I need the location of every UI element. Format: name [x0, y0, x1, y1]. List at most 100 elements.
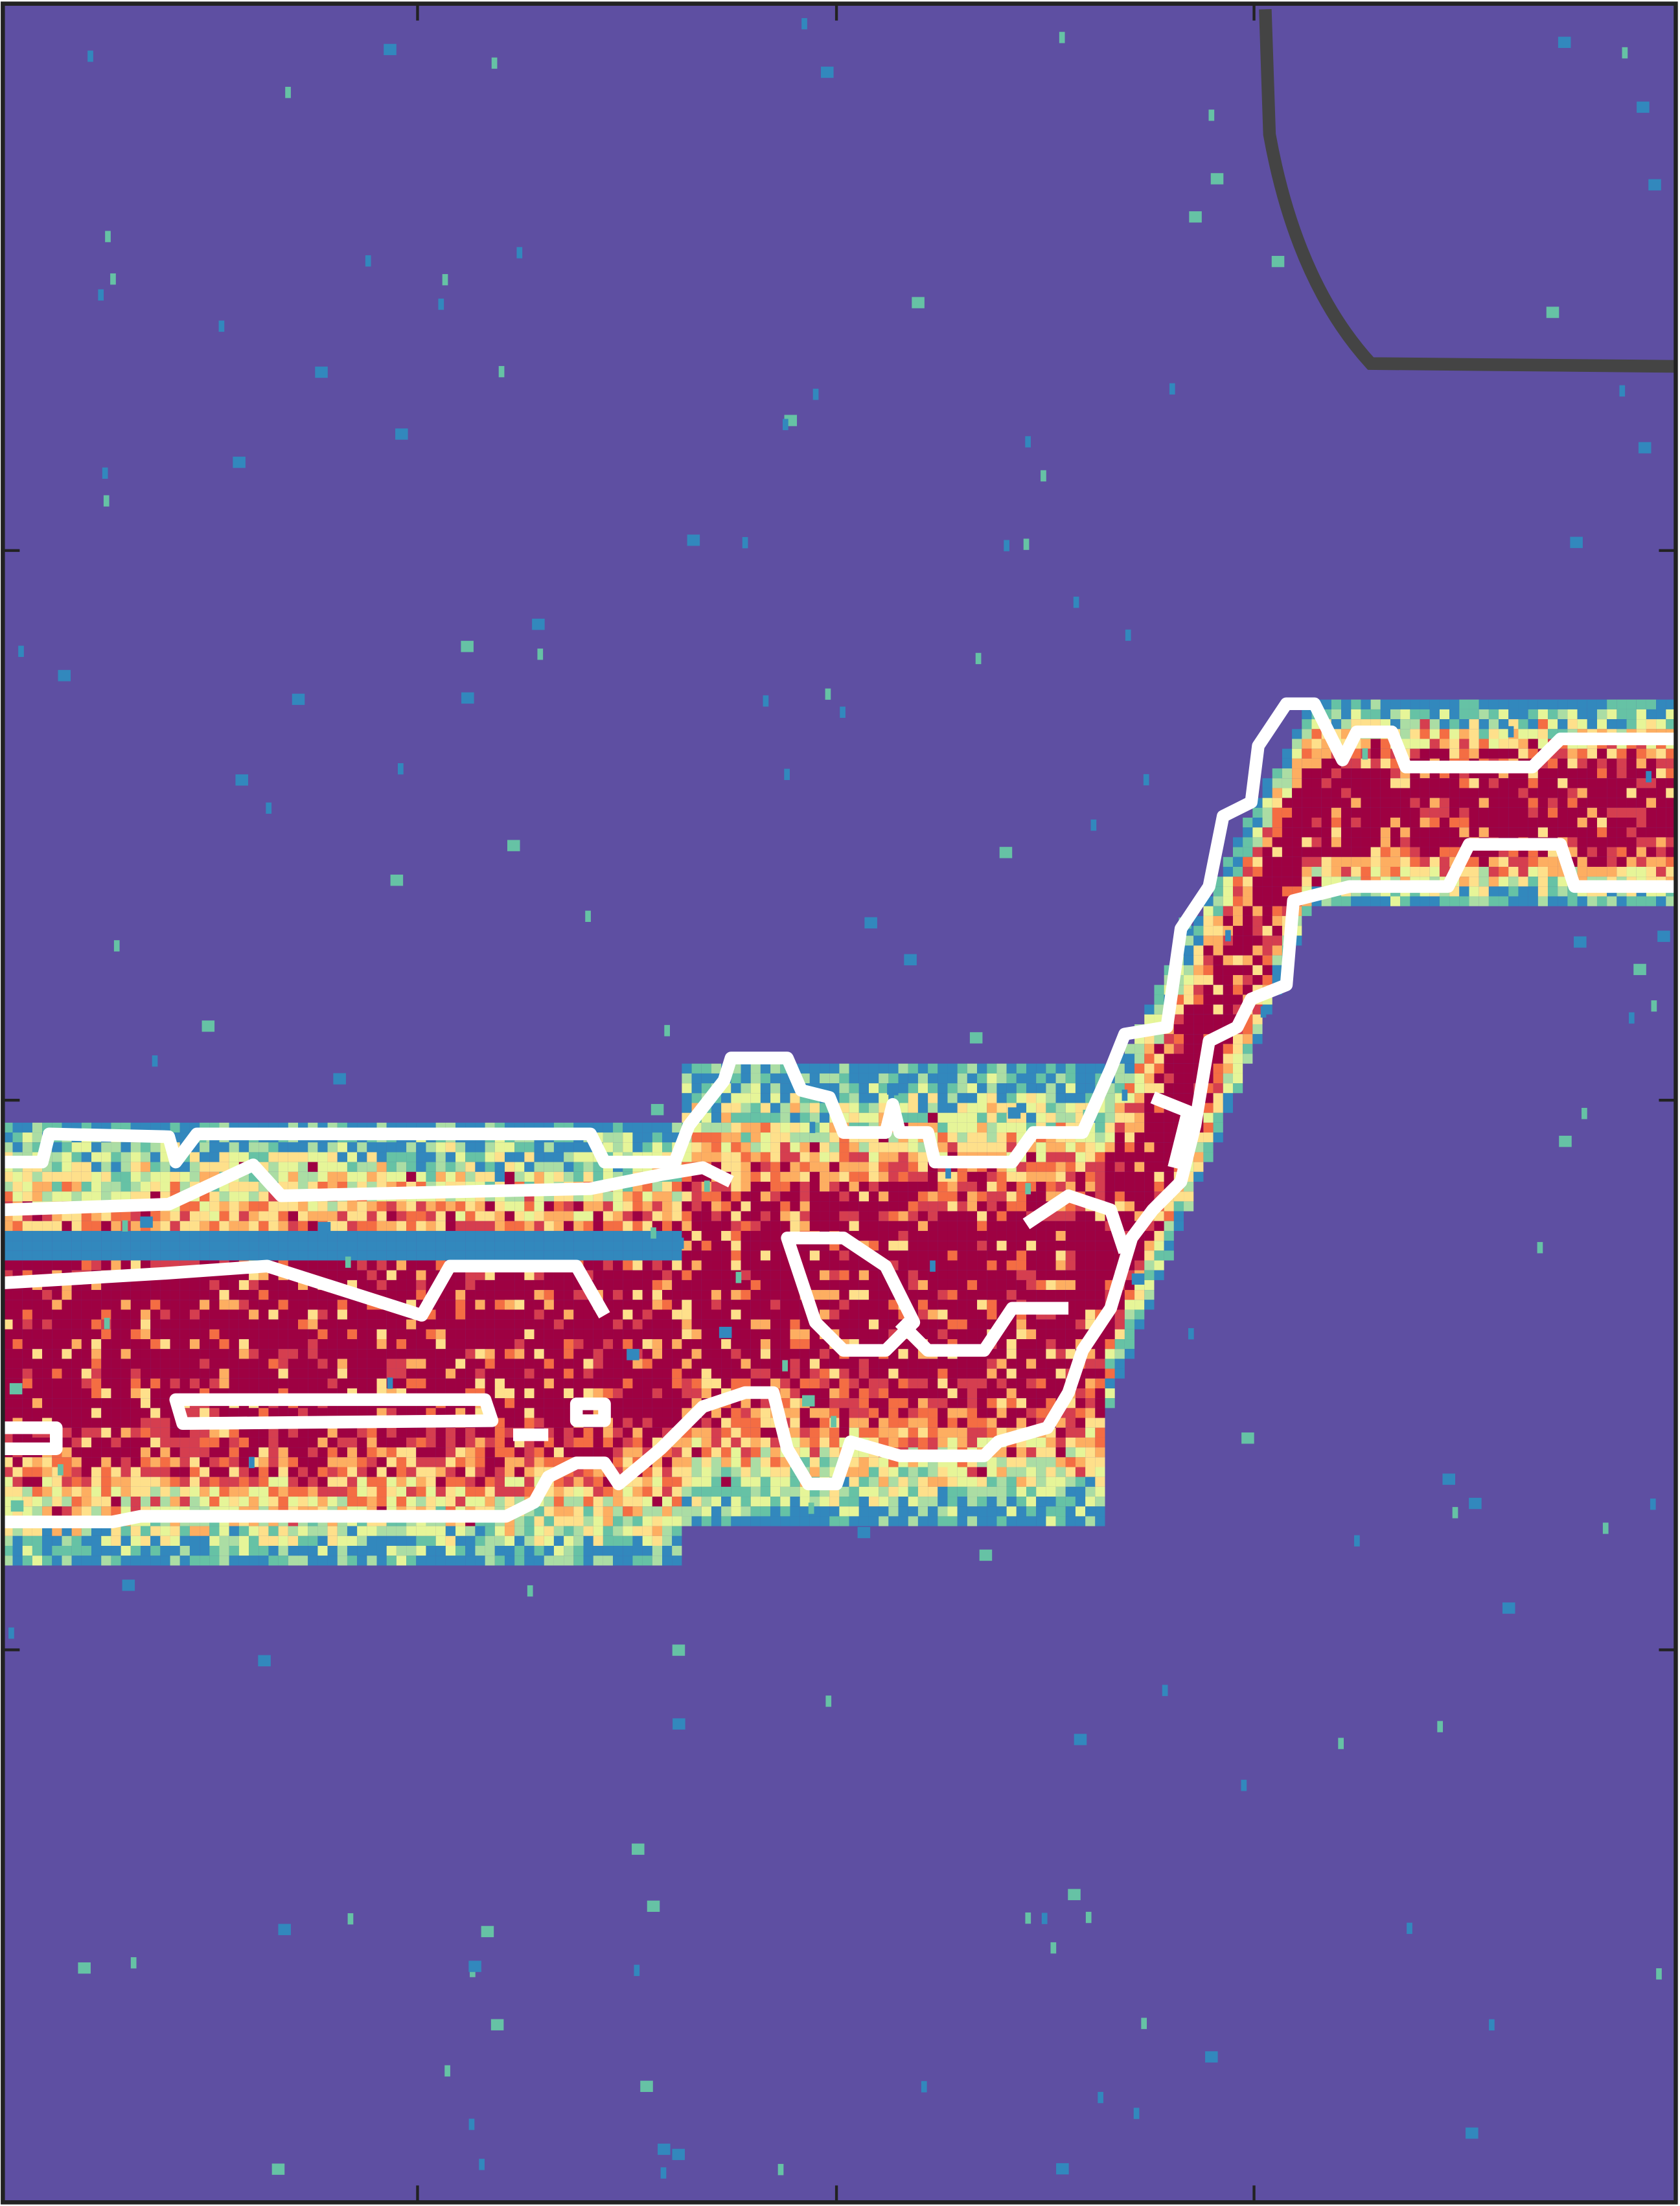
- cell: [868, 1162, 879, 1172]
- cell: [593, 1497, 603, 1507]
- cell: [101, 1467, 111, 1477]
- cell: [3, 1142, 13, 1153]
- cell: [1006, 1497, 1017, 1507]
- cell: [101, 1211, 111, 1221]
- cell: [770, 1457, 781, 1467]
- cell: [701, 1457, 711, 1467]
- cell: [682, 1260, 692, 1270]
- cell: [573, 1230, 584, 1241]
- cell: [150, 1427, 161, 1438]
- cell: [189, 1359, 200, 1369]
- cell: [91, 1250, 102, 1261]
- cell: [800, 1339, 810, 1350]
- cell: [917, 1437, 928, 1448]
- cell: [485, 1339, 495, 1350]
- cell: [770, 1270, 781, 1280]
- cell: [721, 1132, 731, 1143]
- cell: [957, 1211, 967, 1221]
- cell: [189, 1290, 200, 1300]
- cell: [101, 1309, 111, 1320]
- cell: [150, 1359, 161, 1369]
- cell: [179, 1476, 190, 1487]
- cell: [593, 1270, 603, 1280]
- cell: [189, 1447, 200, 1458]
- cell: [219, 1152, 229, 1162]
- cell: [32, 1290, 43, 1300]
- cell: [632, 1546, 643, 1556]
- cell: [760, 1359, 771, 1369]
- cell: [879, 1191, 889, 1202]
- cell: [711, 1447, 722, 1458]
- cell: [426, 1359, 436, 1369]
- cell: [741, 1437, 751, 1448]
- cell: [928, 1250, 938, 1261]
- cell: [553, 1526, 564, 1536]
- cell: [32, 1378, 43, 1388]
- cell: [376, 1497, 387, 1507]
- cell: [3, 1260, 13, 1270]
- cell: [770, 1290, 781, 1300]
- cell: [829, 1388, 840, 1399]
- cell: [701, 1241, 711, 1251]
- cell: [711, 1280, 722, 1291]
- cell: [898, 1398, 908, 1408]
- cell: [101, 1162, 111, 1172]
- cell: [130, 1221, 141, 1231]
- cell: [917, 1486, 928, 1497]
- cell: [249, 1142, 259, 1153]
- cell: [917, 1408, 928, 1418]
- cell: [1006, 1182, 1017, 1192]
- cell: [62, 1221, 72, 1231]
- cell: [268, 1437, 279, 1448]
- cell: [288, 1486, 299, 1497]
- cell: [71, 1418, 82, 1428]
- cell: [800, 1437, 810, 1448]
- cell: [367, 1329, 377, 1340]
- cell: [977, 1368, 987, 1379]
- cell: [858, 1309, 869, 1320]
- cell: [662, 1546, 673, 1556]
- cell: [672, 1467, 682, 1477]
- cell: [967, 1063, 978, 1074]
- cell: [200, 1339, 210, 1350]
- cell: [701, 1329, 711, 1340]
- cell: [485, 1526, 495, 1536]
- cell: [809, 1378, 820, 1388]
- cell: [268, 1300, 279, 1310]
- cell: [71, 1378, 82, 1388]
- cell: [839, 1142, 849, 1153]
- cell: [189, 1486, 200, 1497]
- cell: [140, 1260, 151, 1270]
- cell: [219, 1201, 229, 1212]
- cell: [150, 1349, 161, 1359]
- cell: [780, 1201, 790, 1212]
- cell: [170, 1546, 180, 1556]
- cell: [987, 1250, 997, 1261]
- cell: [917, 1073, 928, 1084]
- cell: [396, 1486, 407, 1497]
- cell: [298, 1300, 308, 1310]
- cell: [504, 1339, 515, 1350]
- cell: [642, 1398, 652, 1408]
- cell: [91, 1437, 102, 1448]
- cell: [544, 1241, 554, 1251]
- cell: [573, 1437, 584, 1448]
- cell: [426, 1260, 436, 1270]
- cell: [1065, 1427, 1076, 1438]
- cell: [298, 1329, 308, 1340]
- cell: [642, 1260, 652, 1270]
- cell: [544, 1250, 554, 1261]
- cell: [868, 1476, 879, 1487]
- cell: [435, 1437, 446, 1448]
- cell: [229, 1329, 239, 1340]
- cell: [623, 1526, 633, 1536]
- cell: [504, 1142, 515, 1153]
- cell: [947, 1270, 958, 1280]
- cell: [130, 1280, 141, 1291]
- cell: [308, 1457, 318, 1467]
- cell: [908, 1260, 918, 1270]
- cell: [623, 1408, 633, 1418]
- cell: [632, 1270, 643, 1280]
- cell: [741, 1132, 751, 1143]
- cell: [682, 1093, 692, 1103]
